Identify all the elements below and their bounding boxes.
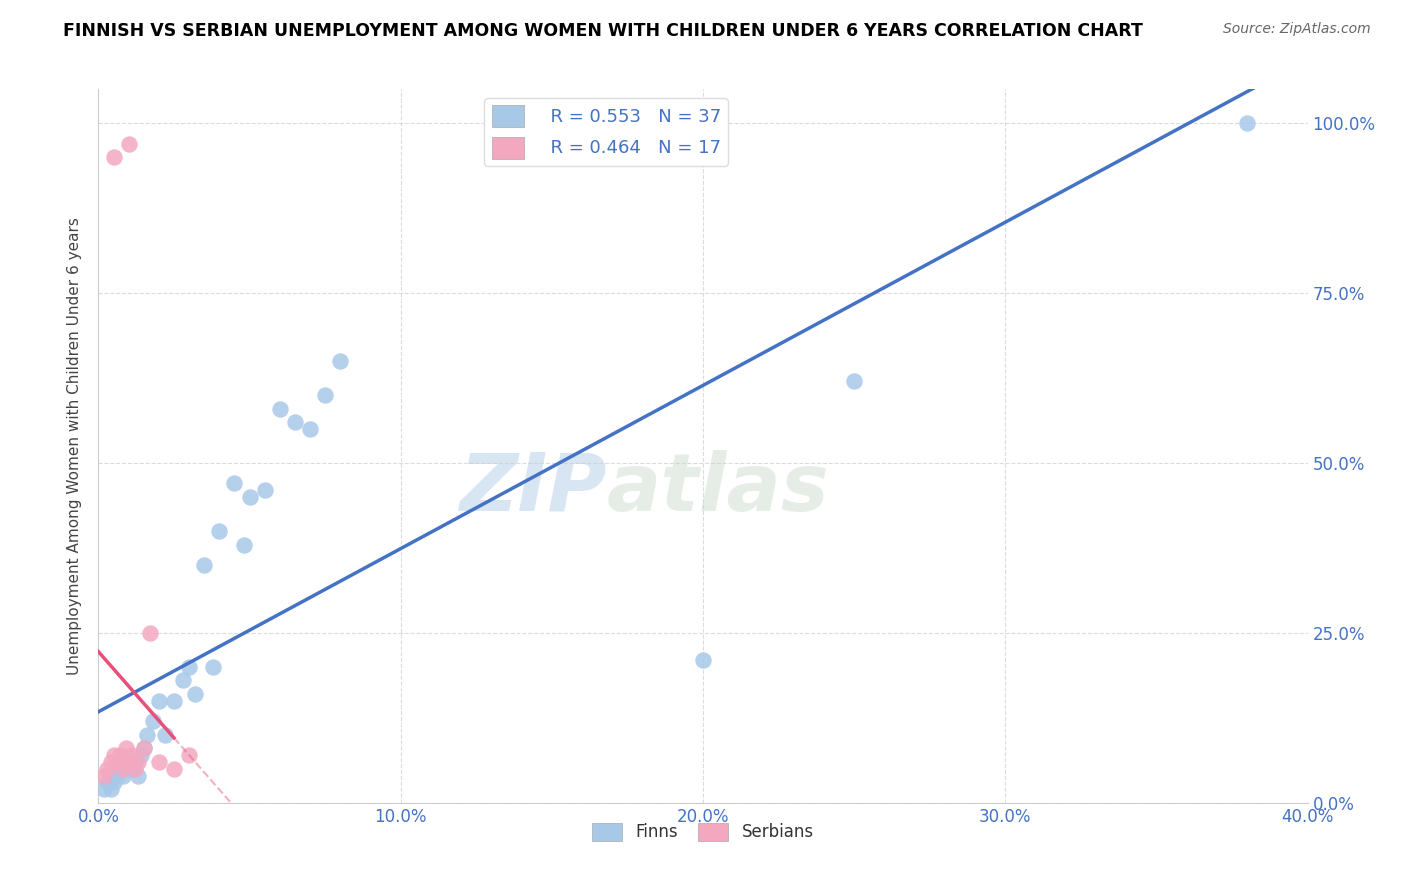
Point [114,762,136,776]
Text: FINNISH VS SERBIAN UNEMPLOYMENT AMONG WOMEN WITH CHILDREN UNDER 6 YEARS CORRELAT: FINNISH VS SERBIAN UNEMPLOYMENT AMONG WO… [63,22,1143,40]
Point [100,782,122,797]
Point [224,476,246,491]
Point [132,741,155,756]
Point [129,748,152,763]
Point [139,626,162,640]
Point [208,524,231,538]
Point [105,755,128,769]
Point [193,558,215,572]
Point [179,748,201,763]
Point [96,775,118,789]
Point [118,755,141,769]
Point [114,741,136,756]
Point [148,694,170,708]
Point [124,755,146,769]
Point [284,415,307,429]
Text: atlas: atlas [606,450,830,528]
Point [202,660,225,674]
Point [163,762,186,776]
Text: Source: ZipAtlas.com: Source: ZipAtlas.com [1223,22,1371,37]
Point [127,769,149,783]
Point [121,748,143,763]
Point [179,660,201,674]
Point [103,150,125,164]
Point [93,782,115,797]
Point [844,375,866,389]
Point [232,537,254,551]
Point [184,687,207,701]
Point [299,422,322,436]
Point [103,748,125,763]
Point [148,755,170,769]
Y-axis label: Unemployment Among Women with Children Under 6 years: Unemployment Among Women with Children U… [67,217,83,675]
Point [269,401,291,416]
Point [314,388,336,402]
Point [100,755,122,769]
Point [253,483,276,498]
Point [105,769,128,783]
Point [142,714,165,729]
Point [118,136,141,151]
Point [111,762,134,776]
Point [1236,116,1258,130]
Point [96,762,118,776]
Legend: Finns, Serbians: Finns, Serbians [586,816,820,848]
Point [153,728,176,742]
Point [118,755,141,769]
Point [692,653,714,667]
Point [172,673,194,688]
Point [111,769,134,783]
Point [127,755,149,769]
Point [163,694,186,708]
Point [329,354,352,368]
Point [121,762,143,776]
Point [135,728,157,742]
Text: ZIP: ZIP [458,450,606,528]
Point [239,490,262,504]
Point [124,762,146,776]
Point [103,775,125,789]
Point [108,748,131,763]
Point [93,769,115,783]
Point [108,762,131,776]
Point [132,741,155,756]
